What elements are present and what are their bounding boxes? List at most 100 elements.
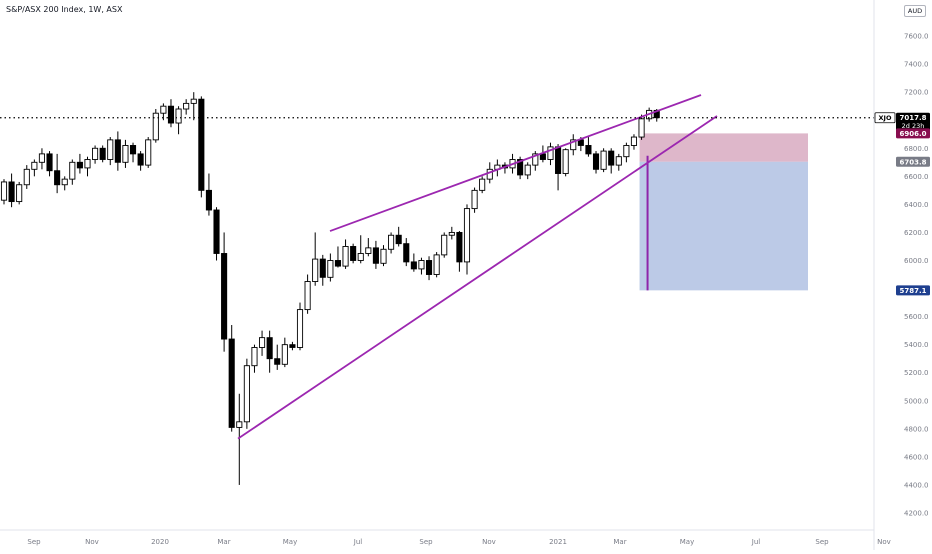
target-label: 5787.1 — [896, 285, 930, 296]
candle[interactable] — [441, 232, 448, 258]
candle-body-down — [46, 153, 53, 172]
candle[interactable] — [494, 159, 501, 177]
candle[interactable] — [555, 144, 562, 191]
candle[interactable] — [570, 134, 577, 156]
candle[interactable] — [289, 341, 296, 351]
candle[interactable] — [471, 187, 478, 213]
candle[interactable] — [425, 256, 433, 281]
candle[interactable] — [190, 92, 197, 121]
candle[interactable] — [236, 393, 243, 485]
wedge-lower-line[interactable] — [237, 115, 718, 440]
y-tick-label: 7400.0 — [904, 61, 929, 69]
candle[interactable] — [183, 99, 190, 115]
candle[interactable] — [357, 235, 364, 264]
candle[interactable] — [638, 114, 645, 140]
candle[interactable] — [388, 232, 395, 254]
candle[interactable] — [456, 231, 463, 272]
candle[interactable] — [334, 246, 342, 268]
candle[interactable] — [342, 239, 349, 269]
candle[interactable] — [372, 240, 379, 269]
candle[interactable] — [592, 151, 600, 174]
candle[interactable] — [433, 252, 440, 278]
stop-loss-zone[interactable] — [639, 133, 808, 162]
candle-body-down — [167, 105, 175, 124]
candle[interactable] — [23, 165, 30, 189]
candle[interactable] — [76, 153, 83, 174]
candle[interactable] — [107, 137, 114, 166]
candle[interactable] — [319, 254, 326, 286]
currency-badge[interactable]: AUD — [904, 5, 926, 17]
candle[interactable] — [410, 253, 417, 272]
candle[interactable] — [8, 173, 15, 208]
candle[interactable] — [547, 142, 554, 166]
candle[interactable] — [69, 159, 76, 185]
candle-body-up — [342, 246, 349, 267]
candle[interactable] — [281, 337, 288, 368]
stop-loss-label: 6906.0 — [896, 128, 930, 139]
candle[interactable] — [266, 330, 273, 373]
candle[interactable] — [0, 179, 8, 205]
candle[interactable] — [350, 243, 357, 264]
candle[interactable] — [61, 176, 68, 191]
candle[interactable] — [395, 226, 402, 247]
candle[interactable] — [92, 145, 99, 164]
candle[interactable] — [205, 173, 212, 216]
candle[interactable] — [380, 245, 387, 267]
candle[interactable] — [448, 226, 455, 240]
candle[interactable] — [615, 153, 622, 171]
candle[interactable] — [31, 159, 38, 177]
y-tick-label: 6600.0 — [904, 173, 929, 181]
candle[interactable] — [532, 151, 539, 171]
candle-body-up — [327, 260, 334, 278]
candle[interactable] — [463, 204, 471, 275]
candle[interactable] — [630, 134, 638, 150]
candle[interactable] — [259, 330, 266, 356]
candle[interactable] — [418, 257, 425, 275]
candle[interactable] — [145, 137, 152, 168]
candle-body-down — [289, 344, 296, 348]
candle[interactable] — [152, 108, 159, 143]
candle-body-up — [281, 344, 288, 365]
candle[interactable] — [122, 139, 129, 168]
candle[interactable] — [524, 162, 531, 180]
candle-body-up — [524, 164, 531, 176]
candle[interactable] — [54, 153, 61, 194]
candle[interactable] — [479, 176, 486, 194]
candle-body-up — [243, 365, 250, 423]
candle[interactable] — [274, 344, 281, 370]
candle[interactable] — [403, 238, 410, 267]
candle[interactable] — [167, 99, 175, 128]
candle[interactable] — [175, 106, 182, 135]
candle[interactable] — [562, 148, 569, 177]
candle[interactable] — [84, 156, 91, 177]
candle[interactable] — [38, 148, 45, 170]
candle[interactable] — [327, 253, 334, 282]
x-tick-label: Nov — [85, 538, 99, 546]
candle[interactable] — [312, 232, 319, 286]
candle[interactable] — [251, 344, 258, 373]
candle[interactable] — [608, 148, 615, 174]
candle[interactable] — [221, 232, 228, 352]
candle[interactable] — [16, 181, 23, 205]
candle-body-up — [38, 153, 45, 163]
candle-body-down — [137, 153, 144, 166]
candle[interactable] — [600, 148, 607, 173]
candle[interactable] — [365, 238, 372, 257]
candle[interactable] — [213, 207, 220, 261]
candle[interactable] — [228, 325, 235, 432]
candle[interactable] — [137, 151, 144, 171]
candle[interactable] — [296, 302, 304, 351]
candle[interactable] — [585, 137, 592, 157]
candle[interactable] — [46, 151, 53, 177]
candle[interactable] — [129, 142, 137, 163]
target-zone[interactable] — [639, 161, 808, 291]
candle[interactable] — [99, 145, 106, 163]
candle[interactable] — [243, 358, 250, 429]
candle[interactable] — [623, 142, 630, 163]
candle[interactable] — [198, 96, 205, 198]
candle-body-up — [532, 153, 539, 166]
candle[interactable] — [114, 131, 121, 171]
candle[interactable] — [304, 274, 311, 314]
